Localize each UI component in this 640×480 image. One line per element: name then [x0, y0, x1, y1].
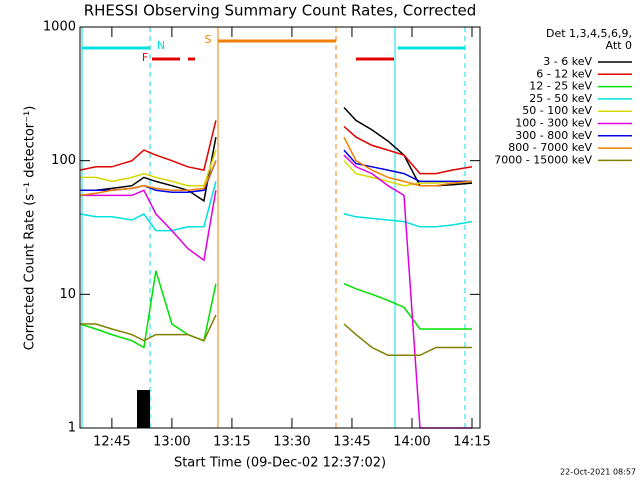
x-tick-label: 12:45 [93, 435, 130, 450]
series-line [79, 149, 217, 187]
legend-label: 3 - 6 keV [543, 55, 592, 68]
series-line [343, 136, 473, 187]
axes-frame [79, 26, 481, 429]
y-axis-label: Corrected Count Rate (s⁻¹ detector⁻¹) [23, 106, 38, 351]
series-line [343, 213, 473, 228]
series-line [343, 323, 472, 357]
legend-label: 300 - 800 keV [515, 129, 592, 142]
x-tick-label: 13:45 [333, 435, 370, 450]
series-line [343, 283, 472, 330]
legend-title: Det 1,3,4,5,6,9, [546, 27, 632, 40]
series-line [79, 314, 217, 342]
flag-label: N [157, 39, 165, 52]
series-line [79, 160, 217, 197]
x-tick-label: 14:00 [393, 435, 430, 450]
legend-label: 50 - 100 keV [522, 104, 592, 117]
legend-label: 100 - 300 keV [515, 117, 592, 130]
x-tick-label: 13:15 [213, 435, 250, 450]
y-tick-label: 10 [59, 287, 76, 302]
series-line [79, 120, 217, 171]
legend-label: 7000 - 15000 keV [494, 153, 592, 166]
footer: 22-Oct-2021 08:57 [560, 468, 636, 477]
series-line [343, 125, 473, 175]
legend-label: 25 - 50 keV [529, 92, 592, 105]
x-tick-label: 13:00 [153, 435, 190, 450]
legend-label: 12 - 25 keV [529, 80, 592, 93]
chart-title: RHESSI Observing Summary Count Rates, Co… [84, 2, 477, 20]
series-line [79, 136, 217, 203]
series-line [79, 189, 217, 262]
series-line [79, 160, 217, 194]
x-axis-label: Start Time (09-Dec-02 12:37:02) [174, 456, 386, 471]
legend-title: Att 0 [606, 39, 632, 52]
y-tick-label: 1 [68, 421, 76, 436]
legend-label: 800 - 7000 keV [508, 141, 592, 154]
legend-label: 6 - 12 keV [536, 67, 592, 80]
x-tick-label: 13:30 [273, 435, 310, 450]
y-tick-label: 100 [51, 153, 76, 168]
x-tick-label: 14:15 [453, 435, 490, 450]
mode-indicators [81, 27, 466, 428]
y-tick-label: 1000 [43, 20, 76, 35]
series-line [79, 181, 217, 232]
flag-label: F [142, 51, 148, 64]
flag-label: S [205, 33, 212, 46]
